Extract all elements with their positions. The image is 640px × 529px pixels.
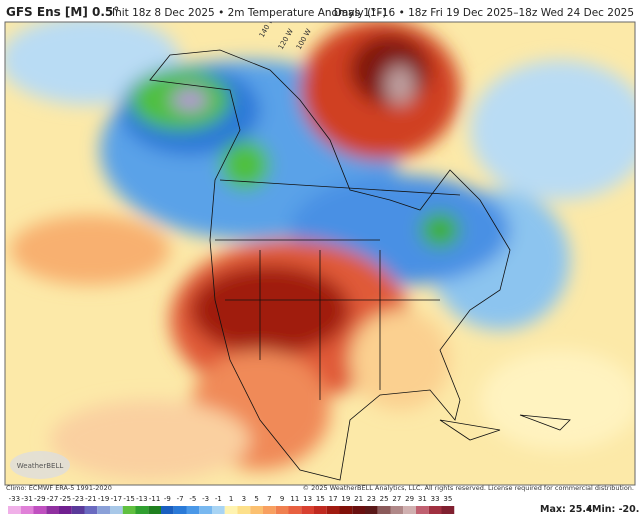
run-info: Init 18z 8 Dec 2025 • 2m Temperature Ano…	[112, 7, 387, 19]
colorbar-swatch	[326, 506, 340, 514]
climo-note: Climo: ECMWF ERA-5 1991-2020	[6, 484, 112, 492]
colorbar-tick-label: -29	[34, 495, 45, 503]
colorbar-tick-label: -15	[123, 495, 134, 503]
colorbar-swatch	[84, 506, 98, 514]
colorbar-tick-label: 25	[380, 495, 389, 503]
colorbar-swatch	[212, 506, 225, 514]
colorbar-tick-label: -9	[164, 495, 171, 503]
colorbar-tick-label: -7	[177, 495, 184, 503]
colorbar-tick-label: 13	[303, 495, 312, 503]
colorbar-swatch	[263, 506, 276, 514]
colorbar-swatch	[59, 506, 72, 514]
colorbar-swatch	[365, 506, 378, 514]
max-value: Max: 25.4	[540, 504, 593, 515]
colorbar-swatch	[390, 506, 404, 514]
model-name: GFS Ens [M] 0.5°	[6, 5, 119, 19]
colorbar-tick-label: 11	[290, 495, 299, 503]
colorbar-tick-label: 1	[229, 495, 233, 503]
colorbar-swatch	[441, 506, 455, 514]
map: 140 W 120 W 100 W	[5, 22, 635, 485]
colorbar-swatch	[173, 506, 187, 514]
colorbar-swatch	[8, 506, 21, 514]
brand: WeatherBELL	[17, 462, 64, 470]
colorbar-swatch	[428, 506, 442, 514]
colorbar-swatch	[237, 506, 251, 514]
colorbar-swatch	[97, 506, 110, 514]
colorbar-swatch	[20, 506, 34, 514]
colorbar-tick-label: 23	[367, 495, 376, 503]
colorbar-tick-label: 17	[329, 495, 338, 503]
colorbar-tick-label: 9	[280, 495, 284, 503]
colorbar-tick-label: 31	[418, 495, 427, 503]
colorbar-swatch	[135, 506, 149, 514]
map-frame	[4, 21, 636, 486]
colorbar-tick-label: -31	[21, 495, 32, 503]
colorbar-swatch	[339, 506, 353, 514]
colorbar-tick-label: 3	[242, 495, 246, 503]
colorbar-tick-label: -33	[9, 495, 20, 503]
colorbar-tick-label: -17	[111, 495, 122, 503]
colorbar-swatch	[148, 506, 161, 514]
colorbar-swatch	[416, 506, 429, 514]
colorbar-swatch	[352, 506, 365, 514]
colorbar-swatch	[46, 506, 59, 514]
colorbar-tick-label: 7	[267, 495, 271, 503]
colorbar-swatch	[186, 506, 200, 514]
colorbar-swatch	[403, 506, 416, 514]
colorbar-tick-label: 5	[254, 495, 258, 503]
colorbar-tick-label: -13	[136, 495, 147, 503]
colorbar-tick-label: -25	[60, 495, 71, 503]
colorbar-tick-label: -19	[98, 495, 109, 503]
colorbar-tick-label: 35	[443, 495, 452, 503]
colorbar-tick-label: -11	[149, 495, 160, 503]
colorbar-tick-label: 15	[316, 495, 325, 503]
min-value: Min: -20.5	[592, 504, 640, 515]
colorbar-swatch	[122, 506, 136, 514]
colorbar-swatch	[161, 506, 174, 514]
colorbar: -33 -31 -29 -27 -25 -23 -21 -19 -17 -15 -13 -11 -9 -7…	[8, 495, 455, 514]
colorbar-swatch	[275, 506, 289, 514]
logo	[10, 451, 70, 479]
colorbar-swatch	[301, 506, 314, 514]
colorbar-swatch	[314, 506, 327, 514]
colorbar-tick-label: 29	[405, 495, 414, 503]
colorbar-swatch	[224, 506, 238, 514]
colorbar-swatch	[110, 506, 123, 514]
colorbar-tick-label: 19	[341, 495, 350, 503]
separator: •	[586, 504, 592, 515]
colorbar-swatch	[377, 506, 391, 514]
colorbar-tick-label: -3	[202, 495, 209, 503]
colorbar-tick-label: 21	[354, 495, 363, 503]
colorbar-swatch	[288, 506, 302, 514]
colorbar-tick-label: -21	[85, 495, 96, 503]
colorbar-swatch	[199, 506, 212, 514]
valid-period: Days 11–16 • 18z Fri 19 Dec 2025–18z Wed…	[334, 7, 634, 19]
colorbar-swatch	[71, 506, 85, 514]
colorbar-tick-label: -1	[215, 495, 222, 503]
colorbar-tick-label: -5	[189, 495, 196, 503]
colorbar-tick-label: 33	[431, 495, 440, 503]
copyright: © 2025 WeatherBELL Analytics, LLC. All r…	[303, 484, 634, 492]
colorbar-tick-label: -27	[47, 495, 58, 503]
colorbar-tick-label: 27	[392, 495, 401, 503]
colorbar-swatch	[33, 506, 47, 514]
colorbar-tick-label: -23	[72, 495, 83, 503]
colorbar-swatch	[250, 506, 263, 514]
